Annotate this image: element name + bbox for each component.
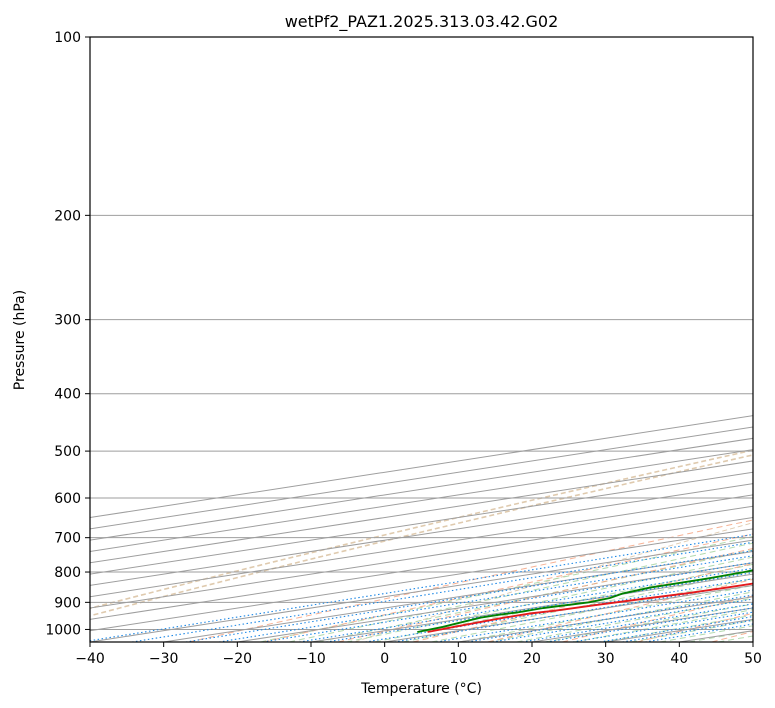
y-tick-label: 700 (54, 531, 81, 547)
temperature-profile-line (427, 582, 753, 633)
y-tick-label: 1000 (45, 622, 81, 638)
dry-adiabat-line (188, 519, 753, 642)
y-tick-label: 200 (54, 208, 81, 224)
x-axis-title: Temperature (°C) (360, 681, 482, 697)
moist-adiabat-line (260, 535, 753, 642)
sounding-profiles (417, 569, 753, 633)
x-tick-label: 40 (670, 651, 688, 667)
isotherm-gridline (90, 460, 753, 564)
y-tick-label: 100 (54, 30, 81, 46)
x-tick-label: −30 (149, 651, 179, 667)
mixing-ratio-line (131, 541, 753, 642)
y-tick-label: 400 (54, 387, 81, 403)
moist-adiabat-line (403, 570, 753, 642)
mixing-ratio-line (467, 594, 753, 642)
dry-adiabats (188, 519, 753, 642)
y-tick-label: 300 (54, 313, 81, 329)
y-axis-title: Pressure (hPa) (12, 290, 28, 390)
isotherm-gridline (90, 505, 753, 609)
x-tick-label: −20 (223, 651, 253, 667)
chart-title: wetPf2_PAZ1.2025.313.03.42.G02 (285, 12, 559, 32)
x-tick-label: 30 (597, 651, 615, 667)
background-arc (354, 522, 753, 642)
x-tick-label: −40 (75, 651, 105, 667)
x-tick-label: 20 (523, 651, 541, 667)
y-tick-label: 500 (54, 444, 81, 460)
moist-adiabat-line (459, 584, 753, 642)
mixing-ratio-line (436, 589, 753, 642)
dewpoint-profile-line (417, 569, 753, 633)
isotherm-gridline (90, 471, 753, 575)
y-tick-label: 800 (54, 565, 81, 581)
isotherm-gridline (90, 528, 753, 632)
plot-frame (89, 36, 754, 643)
x-tick-label: 50 (744, 651, 762, 667)
mixing-ratio-line (394, 582, 753, 642)
moist-adiabat-line (288, 542, 753, 642)
isotherm-gridline (90, 517, 753, 620)
moist-adiabat-line (317, 549, 753, 642)
x-axis-ticks: −40 −30 −20 −10 0 10 20 30 40 50 (75, 642, 762, 667)
background-arc (90, 449, 753, 610)
isotherm-gridline (90, 494, 753, 598)
x-tick-label: 10 (449, 651, 467, 667)
isotherm-grid (90, 415, 753, 642)
background-arcs (90, 449, 753, 642)
isotherm-gridline (90, 539, 753, 642)
plot-area: 0.10.20.40.611.52346810131620253036-100-… (90, 37, 753, 642)
y-tick-label: 600 (54, 491, 81, 507)
isotherm-gridline (90, 483, 753, 586)
moist-adiabat-line (516, 597, 753, 642)
isotherm-gridline (90, 449, 753, 552)
x-tick-label: 0 (380, 651, 389, 667)
mixing-ratio-line (90, 533, 753, 642)
background-arc (90, 454, 753, 617)
y-tick-label: 900 (54, 595, 81, 611)
x-tick-label: −10 (296, 651, 326, 667)
y-axis-ticks: 100 200 300 400 500 600 700 800 900 1000 (45, 30, 90, 638)
